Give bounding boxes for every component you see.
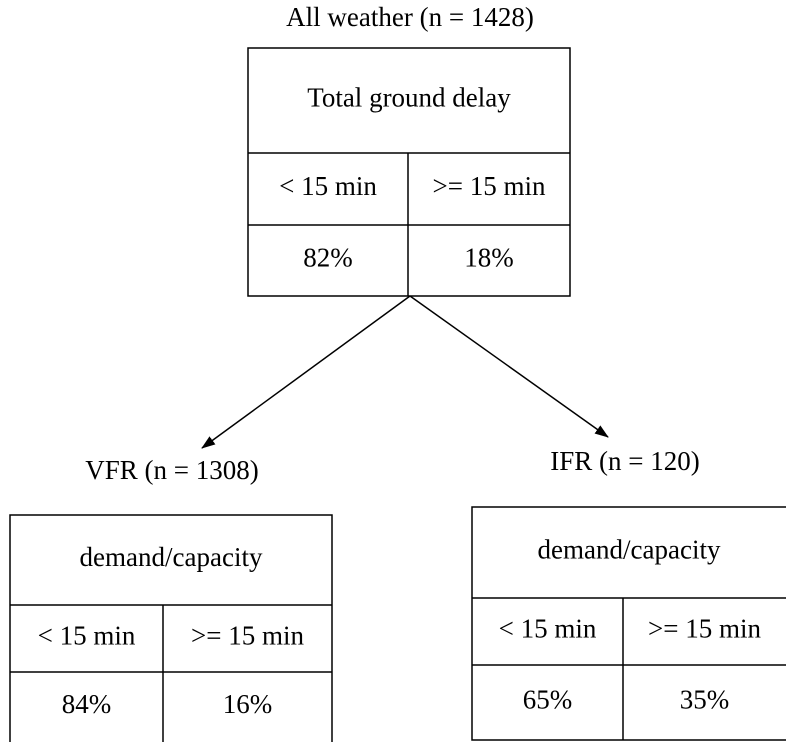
percent-value: 82% bbox=[303, 243, 353, 273]
column-label: < 15 min bbox=[38, 621, 136, 651]
node-title: All weather (n = 1428) bbox=[286, 2, 534, 32]
percent-value: 65% bbox=[523, 685, 573, 715]
percent-value: 84% bbox=[62, 689, 112, 719]
node-box bbox=[247, 47, 571, 297]
column-label: >= 15 min bbox=[433, 171, 546, 201]
node-header: demand/capacity bbox=[80, 542, 263, 572]
node-header: Total ground delay bbox=[307, 83, 511, 113]
column-label: < 15 min bbox=[499, 614, 597, 644]
arrow-ifr bbox=[409, 295, 609, 438]
node-box bbox=[471, 506, 786, 741]
column-label: >= 15 min bbox=[648, 614, 761, 644]
node-title: VFR (n = 1308) bbox=[85, 455, 258, 485]
node-box bbox=[9, 514, 333, 742]
node-header: demand/capacity bbox=[538, 535, 721, 565]
percent-value: 18% bbox=[464, 243, 514, 273]
percent-value: 16% bbox=[223, 689, 273, 719]
column-label: < 15 min bbox=[279, 171, 377, 201]
column-label: >= 15 min bbox=[191, 621, 304, 651]
node-title: IFR (n = 120) bbox=[550, 446, 699, 476]
percent-value: 35% bbox=[680, 685, 730, 715]
arrow-vfr bbox=[201, 295, 411, 449]
